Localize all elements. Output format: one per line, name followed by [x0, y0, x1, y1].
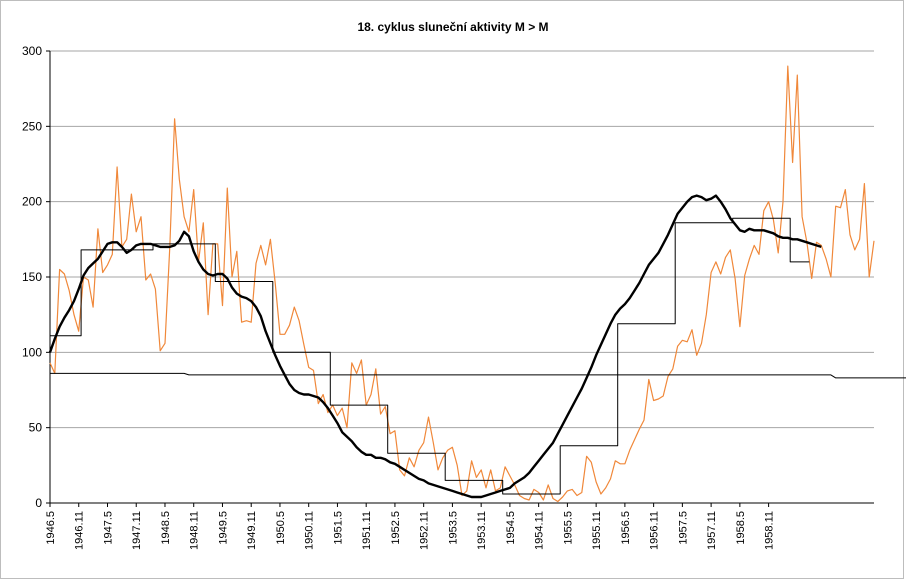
x-tick-label: 1954.5	[505, 511, 517, 545]
series-line-smoothed	[48, 194, 822, 499]
x-tick-label: 1948.5	[160, 511, 172, 545]
y-tick-label: 200	[22, 195, 42, 209]
x-tick-labels: 1946.5 1946.11 1947.5 1947.11 1948.5 1948.11 1…	[45, 511, 776, 550]
x-tick-label: 1950.11	[304, 511, 316, 550]
x-tick-label: 1958.5	[735, 511, 747, 545]
x-tick-label: 1958.11	[764, 511, 776, 550]
x-tick-label: 1949.5	[217, 511, 229, 545]
y-tick-label: 50	[29, 421, 43, 435]
x-tick-label: 1955.11	[591, 511, 603, 550]
x-tick-label: 1957.5	[677, 511, 689, 545]
x-tick-label: 1954.11	[534, 511, 546, 550]
x-tick-label: 1951.11	[361, 511, 373, 550]
axes	[46, 50, 874, 507]
series-line-step	[50, 217, 810, 495]
y-tick-labels: 0 50 100 150 200 250 300	[22, 44, 42, 510]
x-tick-label: 1947.11	[131, 511, 143, 550]
y-tick-label: 150	[22, 270, 42, 284]
x-tick-label: 1946.11	[74, 511, 86, 550]
x-tick-label: 1950.5	[275, 511, 287, 545]
x-tick-label: 1956.11	[649, 511, 661, 550]
series-lines	[48, 65, 906, 503]
x-tick-label: 1957.11	[706, 511, 718, 550]
x-tick-label: 1952.5	[390, 511, 402, 545]
x-tick-label: 1949.11	[246, 511, 258, 550]
chart-title: 18. cyklus sluneční aktivity M > M	[357, 20, 549, 34]
y-tick-label: 300	[22, 44, 42, 58]
series-line-flat	[50, 372, 906, 379]
x-tick-label: 1946.5	[45, 511, 57, 545]
x-tick-label: 1951.5	[332, 511, 344, 545]
x-tick-label: 1956.5	[620, 511, 632, 545]
y-tick-label: 250	[22, 119, 42, 133]
series-line-monthly	[49, 65, 875, 503]
y-tick-label: 100	[22, 345, 42, 359]
x-tick-label: 1955.5	[562, 511, 574, 545]
x-tick-label: 1952.11	[419, 511, 431, 550]
x-tick-label: 1953.11	[476, 511, 488, 550]
x-tick-label: 1948.11	[189, 511, 201, 550]
gridlines	[50, 50, 874, 429]
x-tick-label: 1953.5	[447, 511, 459, 545]
y-tick-label: 0	[35, 496, 42, 510]
x-tick-label: 1947.5	[102, 511, 114, 545]
